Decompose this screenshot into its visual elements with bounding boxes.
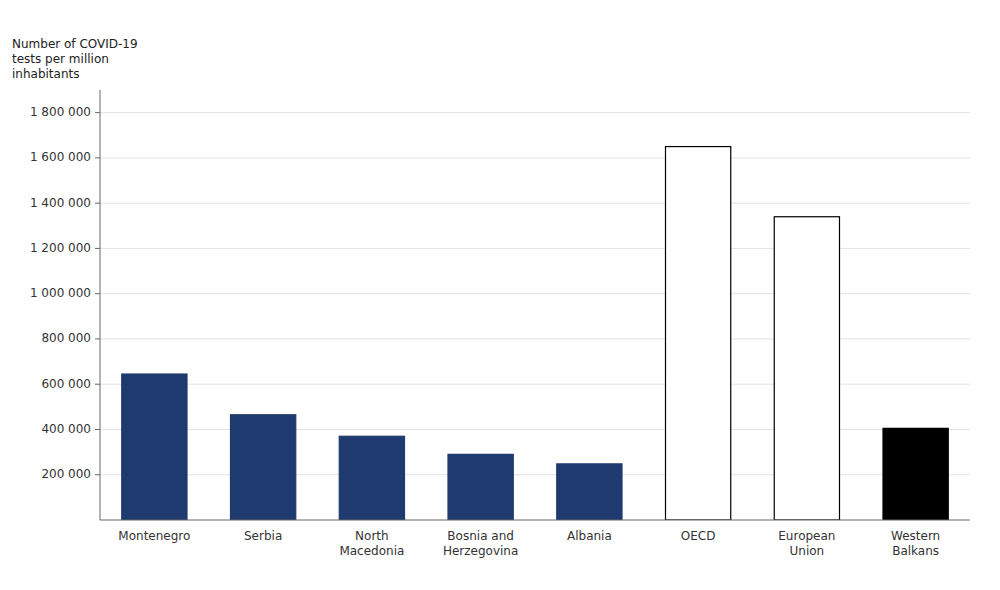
y-tick <box>95 474 100 475</box>
y-tick-label: 1 600 000 <box>30 150 91 164</box>
y-tick <box>95 293 100 294</box>
grid-line <box>100 112 970 113</box>
y-tick-label: 400 000 <box>41 422 91 436</box>
x-tick-label: OECD <box>681 529 716 543</box>
x-tick-label: Albania <box>567 529 612 543</box>
grid-line <box>100 203 970 204</box>
y-tick <box>95 338 100 339</box>
y-axis-label: Number of COVID-19tests per millioninhab… <box>12 37 138 81</box>
chart-container: 200 000 400 000 600 000 800 000 1 000 000 1 2… <box>0 0 1000 590</box>
y-tick-label: 600 000 <box>41 377 91 391</box>
bar <box>122 374 187 520</box>
y-axis-line <box>100 90 101 520</box>
x-tick-label: NorthMacedonia <box>339 529 404 558</box>
bars <box>122 147 949 520</box>
x-tick-label: Bosnia andHerzegovina <box>443 529 518 558</box>
y-tick <box>95 429 100 430</box>
bar <box>666 147 731 520</box>
y-tick <box>95 112 100 113</box>
y-tick-label: 200 000 <box>41 467 91 481</box>
y-tick-label: 1 000 000 <box>30 286 91 300</box>
bar <box>448 454 513 520</box>
grid-line <box>100 157 970 158</box>
x-axis-line <box>100 520 970 521</box>
bar <box>231 415 296 520</box>
y-tick-label: 800 000 <box>41 331 91 345</box>
y-tick <box>95 157 100 158</box>
y-tick <box>95 384 100 385</box>
x-tick-label: EuropeanUnion <box>778 529 835 558</box>
y-tick <box>95 203 100 204</box>
y-tick-label: 1 200 000 <box>30 241 91 255</box>
x-tick-label: Montenegro <box>118 529 190 543</box>
chart-svg: 200 000 400 000 600 000 800 000 1 000 000 1 2… <box>0 0 1000 590</box>
y-tick <box>95 248 100 249</box>
x-axis: Montenegro Serbia NorthMacedonia Bosnia and… <box>118 529 940 558</box>
x-tick-label: Serbia <box>244 529 282 543</box>
y-tick-label: 1 400 000 <box>30 196 91 210</box>
bar <box>339 436 404 520</box>
bar <box>883 428 948 520</box>
y-tick-label: 1 800 000 <box>30 105 91 119</box>
bar <box>557 464 622 520</box>
bar <box>774 217 839 520</box>
x-tick-label: WesternBalkans <box>891 529 940 558</box>
